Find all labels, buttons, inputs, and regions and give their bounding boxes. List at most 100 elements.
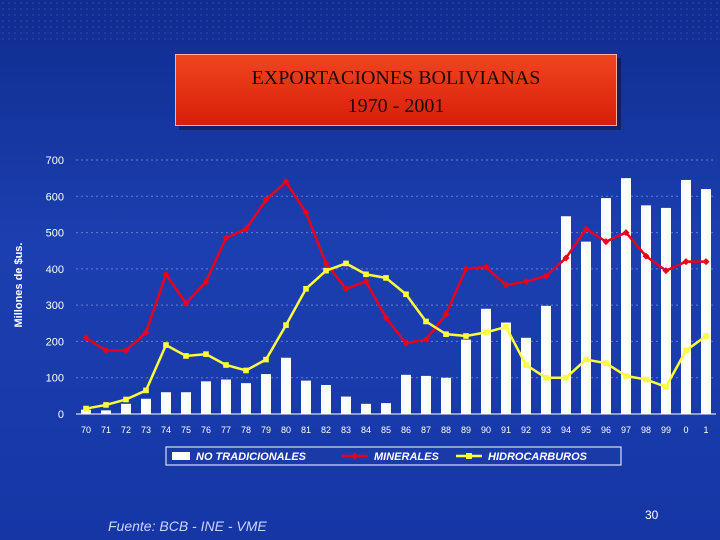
data-point <box>442 310 450 318</box>
x-tick-label: 98 <box>641 425 651 435</box>
bar <box>421 375 431 414</box>
y-tick-label: 400 <box>46 264 64 276</box>
data-point <box>223 362 229 368</box>
bar <box>481 308 491 414</box>
y-tick-label: 100 <box>46 373 64 385</box>
series-line <box>85 179 706 352</box>
x-tick-label: 80 <box>281 425 291 435</box>
data-point <box>263 356 269 363</box>
data-point <box>423 318 429 325</box>
y-axis-label: Millones de $us. <box>13 243 25 328</box>
grid-lines <box>76 159 716 379</box>
legend-label: MINERALES <box>374 451 439 463</box>
bar <box>241 383 251 414</box>
data-point <box>663 383 669 390</box>
chart-subtitle: 1970 - 2001 <box>347 95 445 117</box>
x-tick-label: 71 <box>101 425 111 435</box>
data-point <box>142 328 150 336</box>
data-point <box>403 291 409 298</box>
bar <box>521 337 531 414</box>
title-box: EXPORTACIONES BOLIVIANAS 1970 - 2001 <box>175 54 617 126</box>
x-tick-label: 97 <box>621 425 631 435</box>
bar <box>261 374 271 414</box>
y-tick-label: 500 <box>46 228 64 240</box>
x-tick-label: 73 <box>141 425 151 435</box>
x-tick-label: 88 <box>441 425 451 435</box>
x-tick-label: 85 <box>381 425 391 435</box>
data-point <box>202 278 210 286</box>
bar <box>601 198 611 414</box>
x-tick-label: 89 <box>461 425 471 435</box>
data-point <box>243 367 249 374</box>
series-line <box>85 262 707 410</box>
data-point <box>683 347 689 354</box>
y-axis-ticks: 0 100 200 300 400 500 600 700 <box>46 155 64 421</box>
y-tick-label: 0 <box>58 409 64 421</box>
y-tick-label: 700 <box>46 155 64 167</box>
data-point <box>302 209 310 217</box>
data-point <box>242 225 250 233</box>
page-number: 30 <box>645 508 659 522</box>
data-point <box>323 267 329 274</box>
series-lines <box>82 178 710 412</box>
x-tick-label: 90 <box>481 425 491 435</box>
x-tick-label: 87 <box>421 425 431 435</box>
data-point <box>623 373 629 379</box>
bar <box>201 381 211 414</box>
legend-label: NO TRADICIONALES <box>196 451 307 463</box>
bar <box>561 216 571 414</box>
x-tick-label: 84 <box>361 425 371 435</box>
legend-label: HIDROCARBUROS <box>488 451 588 463</box>
bar <box>121 403 131 414</box>
bar <box>441 377 451 414</box>
data-point <box>82 334 90 342</box>
data-point <box>123 396 129 403</box>
data-point <box>422 336 430 344</box>
data-point <box>703 333 709 339</box>
bar <box>81 409 91 414</box>
data-point <box>262 196 270 204</box>
data-point <box>382 314 390 322</box>
data-point <box>543 374 549 381</box>
x-tick-label: 77 <box>221 425 231 435</box>
data-point <box>343 260 349 267</box>
bar <box>641 205 651 414</box>
data-point <box>622 229 630 237</box>
data-point <box>483 329 489 336</box>
bar <box>281 357 291 414</box>
bar <box>581 241 591 414</box>
bar <box>541 305 551 414</box>
y-tick-label: 200 <box>46 336 64 348</box>
data-point <box>702 258 710 266</box>
data-point <box>342 285 350 293</box>
y-tick-label: 300 <box>46 300 64 312</box>
bar <box>381 403 391 414</box>
data-point <box>163 342 169 348</box>
x-tick-label: 78 <box>241 425 251 435</box>
x-tick-label: 94 <box>561 425 571 435</box>
bar <box>321 384 331 414</box>
data-point <box>603 360 609 366</box>
data-point <box>482 263 490 271</box>
data-point <box>682 258 690 266</box>
data-point <box>563 374 569 381</box>
x-axis-ticks: 70 71 72 73 74 75 76 77 78 79 80 81 82 83 84 85 86 87 88 89… <box>81 425 709 435</box>
data-point <box>362 278 370 286</box>
x-tick-label: 76 <box>201 425 211 435</box>
data-point <box>582 225 590 233</box>
data-point <box>542 272 550 280</box>
bar <box>701 189 711 414</box>
chart-title: EXPORTACIONES BOLIVIANAS <box>251 67 541 89</box>
x-tick-label: 99 <box>661 425 671 435</box>
data-point <box>182 299 190 307</box>
x-tick-label: 82 <box>321 425 331 435</box>
bar <box>141 398 151 414</box>
bar <box>661 207 671 414</box>
x-tick-label: 79 <box>261 425 271 435</box>
x-tick-label: 75 <box>181 425 191 435</box>
x-tick-label: 0 <box>683 425 688 435</box>
data-point <box>303 286 309 292</box>
data-point <box>183 353 189 359</box>
y-tick-label: 600 <box>46 191 64 203</box>
